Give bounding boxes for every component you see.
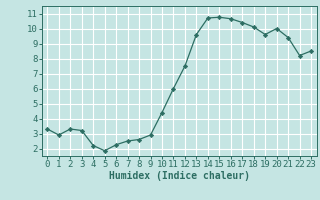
X-axis label: Humidex (Indice chaleur): Humidex (Indice chaleur) — [109, 171, 250, 181]
